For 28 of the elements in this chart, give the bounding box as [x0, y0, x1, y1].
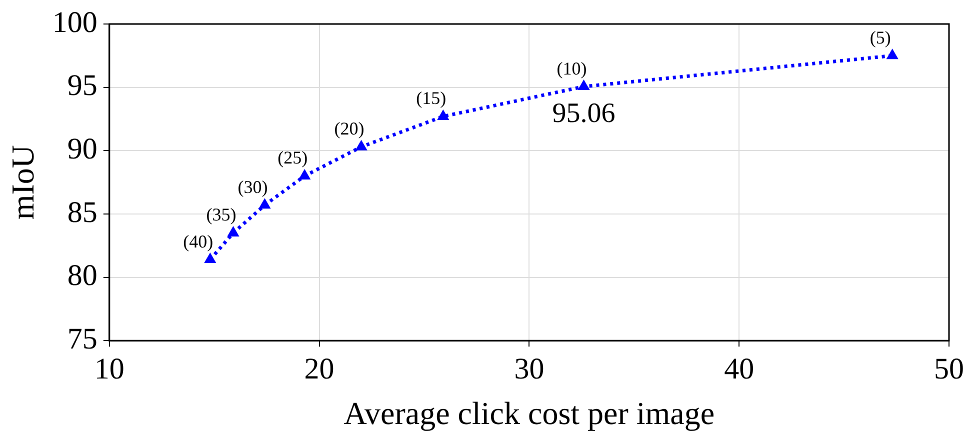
- y-tick-label: 80: [67, 259, 98, 292]
- y-tick-label: 95: [67, 69, 98, 102]
- y-axis-title: mIoU: [4, 144, 41, 220]
- point: [578, 80, 590, 90]
- y-tick-label: 90: [67, 132, 98, 166]
- point: [355, 140, 368, 150]
- point: [258, 198, 271, 209]
- x-tick-label: 40: [724, 352, 754, 386]
- annotation: (10): [556, 58, 587, 78]
- point: [886, 48, 898, 60]
- y-tick-label: 85: [67, 196, 98, 229]
- point: [437, 109, 450, 120]
- point: [298, 168, 311, 180]
- point: [204, 252, 216, 264]
- annotation: (5): [870, 27, 891, 48]
- annotation: (25): [278, 148, 308, 168]
- annotation: (15): [416, 88, 446, 108]
- annotation: 95.06: [552, 98, 616, 129]
- annotation: (40): [183, 231, 214, 252]
- x-tick-label: 50: [934, 352, 964, 386]
- x-tick-label: 30: [514, 352, 544, 386]
- annotation: (30): [238, 176, 268, 197]
- point: [227, 226, 240, 236]
- annotation: (20): [334, 118, 364, 139]
- y-tick-label: 100: [52, 6, 98, 39]
- annotation: (35): [206, 204, 236, 225]
- x-tick-label: 20: [304, 352, 334, 386]
- x-axis-title: Average click cost per image: [344, 395, 715, 432]
